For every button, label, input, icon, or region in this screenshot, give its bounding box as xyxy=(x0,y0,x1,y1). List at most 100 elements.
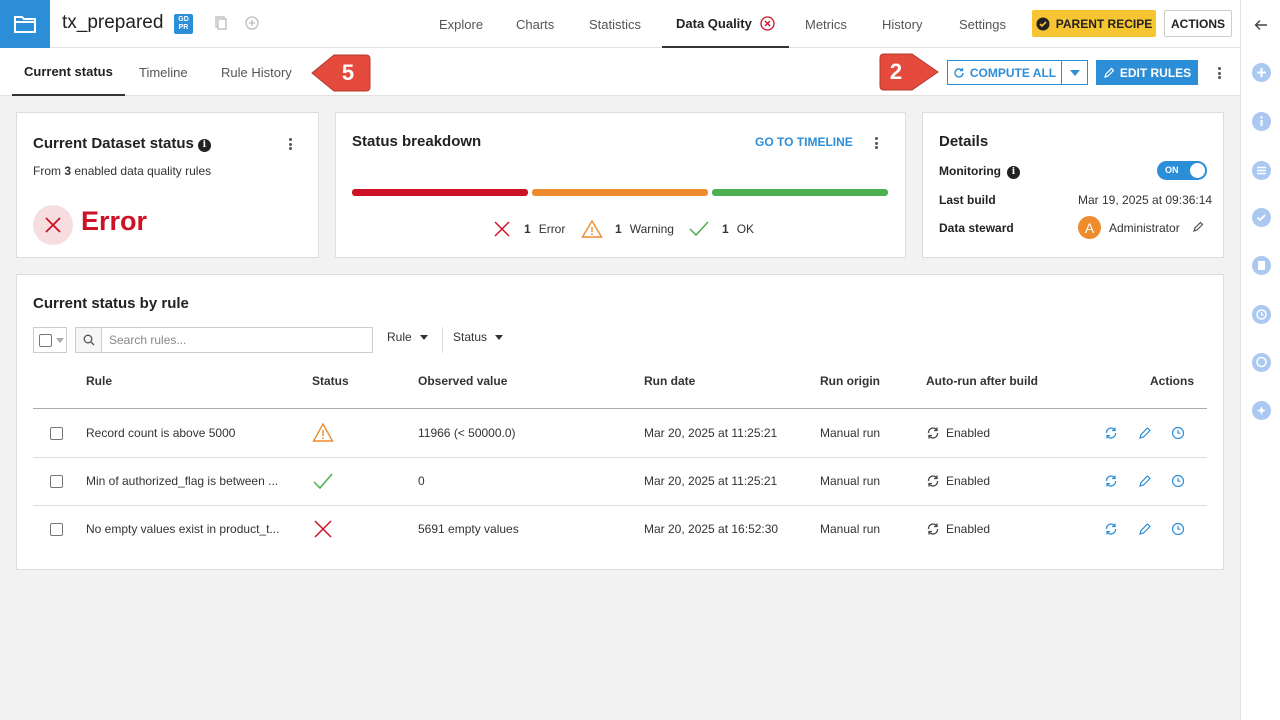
gdpr-badge-line1: GD xyxy=(178,16,189,23)
sync-icon xyxy=(927,427,939,439)
compute-options-dropdown[interactable] xyxy=(1061,60,1088,85)
callout-number: 5 xyxy=(341,60,355,85)
row-checkbox[interactable] xyxy=(50,523,63,536)
details-card: Details Monitoring i ON Last build Mar 19… xyxy=(922,112,1224,258)
column-header-observed-value[interactable]: Observed value xyxy=(418,374,508,388)
card-menu-icon[interactable] xyxy=(871,136,881,150)
pencil-icon xyxy=(1103,67,1115,78)
add-icon[interactable] xyxy=(1252,63,1271,82)
error-x-icon xyxy=(314,520,332,538)
dataset-folder-icon[interactable] xyxy=(0,0,50,48)
dataset-name[interactable]: tx_prepared xyxy=(62,12,164,33)
info-icon[interactable] xyxy=(1252,112,1271,131)
timeline-icon[interactable] xyxy=(1252,305,1271,324)
column-header-run-origin[interactable]: Run origin xyxy=(820,374,880,388)
header-divider xyxy=(33,408,1207,409)
tab-timeline[interactable]: Timeline xyxy=(139,64,188,80)
rule-name[interactable]: Min of authorized_flag is between ... xyxy=(86,474,279,488)
column-header-auto-run[interactable]: Auto-run after build xyxy=(926,374,1038,388)
status-filter-label: Status xyxy=(453,330,488,344)
rule-filter-dropdown[interactable]: Rule xyxy=(387,330,428,344)
auto-run-label: Enabled xyxy=(946,522,991,536)
share-icon[interactable] xyxy=(245,16,259,30)
card-menu-icon[interactable] xyxy=(285,137,295,151)
observed-value: 11966 (< 50000.0) xyxy=(418,426,516,440)
data-steward-name: Administrator xyxy=(1109,221,1180,235)
observed-value: 5691 empty values xyxy=(418,522,519,536)
history-icon[interactable] xyxy=(1171,426,1185,440)
run-rule-icon[interactable] xyxy=(1104,522,1118,536)
search-icon xyxy=(76,328,102,352)
legend-error: 1 Error xyxy=(492,219,565,239)
nav-explore[interactable]: Explore xyxy=(439,16,484,32)
nav-history[interactable]: History xyxy=(882,16,923,32)
table-row[interactable]: Min of authorized_flag is between ... 0 … xyxy=(33,457,1207,505)
edit-rules-button[interactable]: EDIT RULES xyxy=(1096,60,1198,85)
schema-icon[interactable] xyxy=(1252,161,1271,180)
parent-recipe-button[interactable]: PARENT RECIPE xyxy=(1032,10,1156,37)
warning-label: Warning xyxy=(629,222,674,236)
lab-icon[interactable] xyxy=(1252,256,1271,275)
rule-name[interactable]: No empty values exist in product_t... xyxy=(86,522,280,536)
gdpr-badge-icon[interactable]: GD PR xyxy=(174,14,193,34)
row-checkbox[interactable] xyxy=(50,475,63,488)
ok-check-icon xyxy=(689,221,709,237)
discussion-icon[interactable] xyxy=(1252,353,1271,372)
edit-rule-icon[interactable] xyxy=(1138,522,1152,536)
nav-settings[interactable]: Settings xyxy=(959,16,1006,32)
info-icon[interactable]: i xyxy=(1006,165,1020,179)
status-filter-dropdown[interactable]: Status xyxy=(453,330,504,344)
run-rule-icon[interactable] xyxy=(1104,426,1118,440)
column-header-status[interactable]: Status xyxy=(312,374,349,388)
back-arrow-icon[interactable] xyxy=(1254,18,1268,32)
warning-icon xyxy=(312,422,334,442)
error-count: 1 xyxy=(524,222,531,236)
nav-metrics[interactable]: Metrics xyxy=(805,16,847,32)
row-checkbox[interactable] xyxy=(50,427,63,440)
copy-icon[interactable] xyxy=(214,16,228,30)
callout-badge: 2 xyxy=(876,52,939,92)
ai-assistant-icon[interactable] xyxy=(1252,401,1271,420)
nav-charts[interactable]: Charts xyxy=(516,16,555,32)
edit-rule-icon[interactable] xyxy=(1138,426,1152,440)
error-x-icon xyxy=(494,221,510,237)
ok-bar-segment xyxy=(712,189,888,196)
table-row[interactable]: Record count is above 5000 11966 (< 5000… xyxy=(33,409,1207,457)
checkbox[interactable] xyxy=(39,333,52,347)
auto-run-label: Enabled xyxy=(946,426,991,440)
history-icon[interactable] xyxy=(1171,474,1185,488)
rule-name[interactable]: Record count is above 5000 xyxy=(86,426,236,440)
nav-statistics[interactable]: Statistics xyxy=(589,16,642,32)
last-build-label: Last build xyxy=(939,193,996,207)
column-header-run-date[interactable]: Run date xyxy=(644,374,696,388)
monitoring-toggle[interactable]: ON xyxy=(1157,161,1207,180)
actions-button[interactable]: ACTIONS xyxy=(1164,10,1232,37)
table-row[interactable]: No empty values exist in product_t... 56… xyxy=(33,505,1207,553)
last-build-value: Mar 19, 2025 at 09:36:14 xyxy=(1078,193,1213,207)
monitoring-label: Monitoring i xyxy=(939,164,1020,179)
sub-navigation: Current status Timeline Rule History COM… xyxy=(0,48,1240,96)
pencil-icon[interactable] xyxy=(1192,221,1204,233)
go-to-timeline-link[interactable]: GO TO TIMELINE xyxy=(755,135,853,149)
tab-rule-history[interactable]: Rule History xyxy=(221,64,292,80)
error-label: Error xyxy=(538,222,566,236)
recipe-icon xyxy=(1036,17,1050,30)
edit-rule-icon[interactable] xyxy=(1138,474,1152,488)
check-icon[interactable] xyxy=(1252,208,1271,227)
info-icon[interactable]: i xyxy=(197,138,211,152)
select-all-checkbox[interactable] xyxy=(33,327,67,353)
compute-all-button[interactable]: COMPUTE ALL xyxy=(947,60,1062,85)
search-box xyxy=(75,327,373,353)
more-options-icon[interactable] xyxy=(1214,66,1224,80)
error-bar-segment xyxy=(352,189,528,196)
rules-status-card: Current status by rule Rule Status Rule … xyxy=(16,274,1224,570)
nav-data-quality[interactable]: Data Quality xyxy=(662,0,789,48)
search-input[interactable] xyxy=(102,328,372,352)
history-icon[interactable] xyxy=(1171,522,1185,536)
run-rule-icon[interactable] xyxy=(1104,474,1118,488)
column-header-rule[interactable]: Rule xyxy=(86,374,113,388)
error-icon xyxy=(33,205,73,245)
avatar: A xyxy=(1078,216,1101,239)
tab-current-status[interactable]: Current status xyxy=(12,48,125,96)
caret-down-icon xyxy=(1069,69,1080,76)
